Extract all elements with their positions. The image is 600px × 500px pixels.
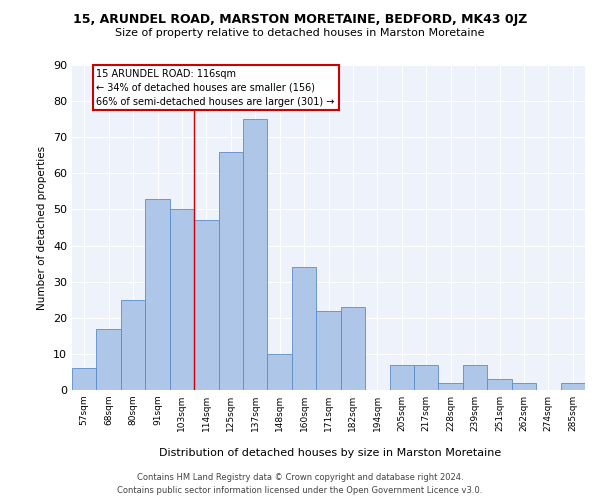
Bar [560,383,585,390]
Bar [292,267,316,390]
Text: Distribution of detached houses by size in Marston Moretaine: Distribution of detached houses by size … [159,448,501,458]
Bar [389,364,414,390]
Bar [97,328,121,390]
Text: 15, ARUNDEL ROAD, MARSTON MORETAINE, BEDFORD, MK43 0JZ: 15, ARUNDEL ROAD, MARSTON MORETAINE, BED… [73,12,527,26]
Bar [121,300,145,390]
Bar [218,152,243,390]
Text: Contains public sector information licensed under the Open Government Licence v3: Contains public sector information licen… [118,486,482,495]
Bar [194,220,218,390]
Bar [243,119,268,390]
Text: 15 ARUNDEL ROAD: 116sqm
← 34% of detached houses are smaller (156)
66% of semi-d: 15 ARUNDEL ROAD: 116sqm ← 34% of detache… [97,68,335,106]
Y-axis label: Number of detached properties: Number of detached properties [37,146,47,310]
Text: Size of property relative to detached houses in Marston Moretaine: Size of property relative to detached ho… [115,28,485,38]
Bar [341,307,365,390]
Bar [316,310,341,390]
Text: Contains HM Land Registry data © Crown copyright and database right 2024.: Contains HM Land Registry data © Crown c… [137,472,463,482]
Bar [463,364,487,390]
Bar [72,368,97,390]
Bar [487,379,512,390]
Bar [512,383,536,390]
Bar [414,364,439,390]
Bar [170,210,194,390]
Bar [268,354,292,390]
Bar [145,198,170,390]
Bar [439,383,463,390]
